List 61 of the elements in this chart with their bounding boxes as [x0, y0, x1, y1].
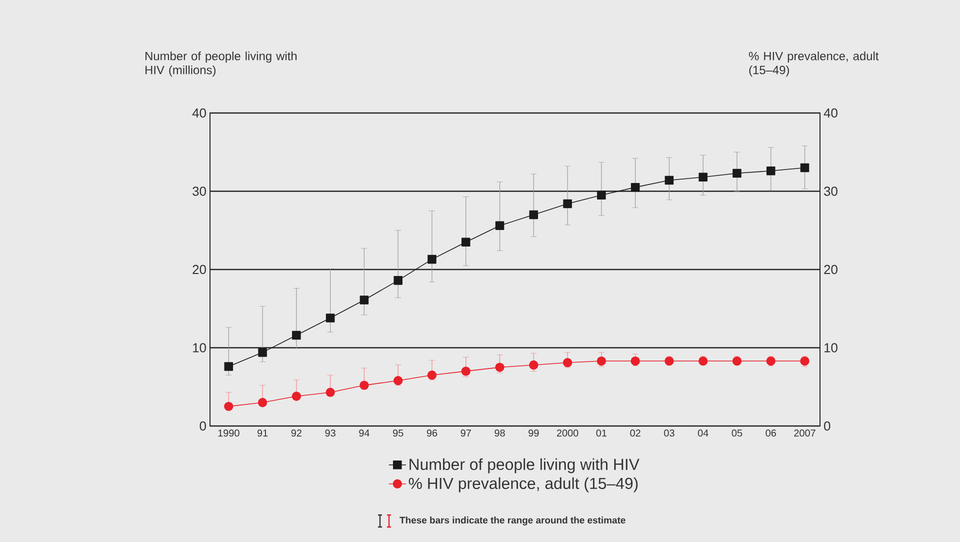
point — [630, 356, 640, 366]
y-tick-label: 40 — [192, 108, 206, 118]
point — [766, 166, 776, 176]
x-tick-label: 01 — [596, 430, 606, 437]
y2-tick-label: 20 — [824, 264, 838, 274]
y-tick-label: 30 — [192, 186, 206, 196]
x-tick-label: 06 — [766, 430, 776, 437]
point — [597, 190, 606, 200]
x-tick-label: 05 — [732, 430, 742, 437]
x-tick-label: 03 — [664, 430, 674, 437]
point — [732, 168, 742, 178]
x-tick-label: 2007 — [794, 430, 816, 437]
point — [292, 330, 301, 340]
point — [495, 221, 504, 230]
point — [563, 199, 572, 208]
point — [630, 182, 640, 192]
y-axis-title: Number of people living with HIV (millions) — [146, 52, 297, 77]
point — [360, 296, 369, 304]
y2-tick-label: 10 — [824, 343, 838, 352]
x-tick-label: 04 — [698, 430, 708, 437]
point — [698, 172, 708, 182]
point — [461, 238, 470, 246]
point — [562, 358, 572, 368]
point — [258, 348, 267, 357]
y-tick-label: 10 — [193, 343, 206, 352]
x-tick-label: 94 — [359, 430, 370, 437]
x-tick-label: 99 — [528, 430, 539, 437]
point — [800, 163, 810, 172]
x-tick-label: 2000 — [556, 430, 578, 437]
point — [664, 176, 674, 185]
x-tick-label: 92 — [291, 430, 302, 437]
legend-label: Number of people living with HIV — [410, 458, 640, 474]
point — [258, 398, 268, 408]
point — [326, 314, 335, 322]
y2-tick-label: 0 — [824, 421, 830, 431]
point — [224, 402, 234, 412]
x-tick-label: 96 — [426, 430, 438, 437]
y-tick-label: 0 — [200, 421, 206, 431]
x-tick-label: 1990 — [218, 430, 240, 437]
point — [428, 254, 436, 264]
point — [292, 392, 302, 401]
x-tick-label: 93 — [325, 430, 336, 437]
point — [224, 362, 234, 371]
text: These bars indicate the range around the estimate — [400, 516, 626, 526]
point — [394, 376, 403, 386]
x-tick-label: 91 — [257, 430, 268, 437]
legend-label: % HIV prevalence, adult (15–49) — [408, 477, 638, 492]
point — [529, 210, 538, 220]
point — [596, 356, 606, 366]
point — [360, 380, 369, 390]
point — [427, 370, 437, 380]
x-tick-label: 97 — [460, 430, 471, 437]
x-tick-label: 95 — [393, 430, 404, 437]
y2-axis-title: % HIV prevalence, adult (15–49) — [748, 52, 879, 77]
point — [394, 276, 402, 285]
x-tick-label: 02 — [630, 430, 640, 437]
y2-tick-label: 40 — [824, 108, 838, 118]
point — [326, 388, 335, 397]
y-tick-label: 20 — [192, 264, 206, 274]
x-tick-label: 98 — [494, 430, 505, 437]
y2-tick-label: 30 — [824, 186, 838, 196]
